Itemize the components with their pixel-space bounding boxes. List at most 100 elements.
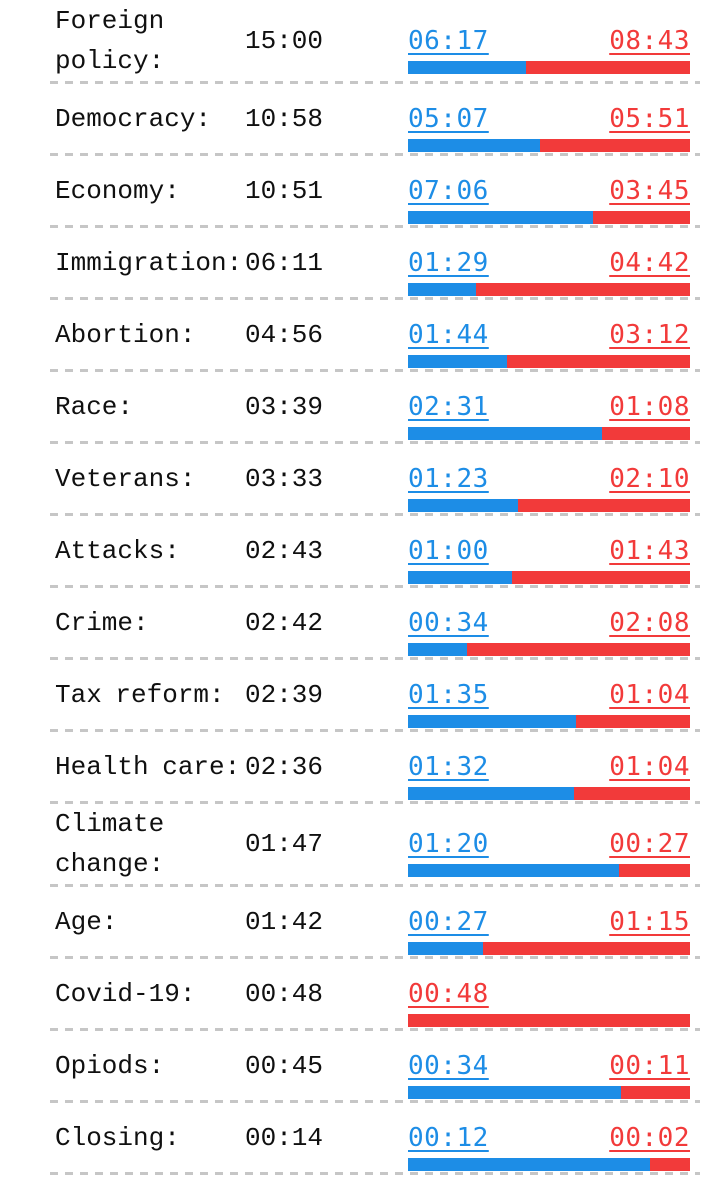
rep-time-link[interactable]: 03:12 (609, 319, 690, 350)
dem-time-link[interactable]: 01:44 (408, 319, 489, 350)
total-time: 06:11 (245, 247, 324, 278)
topic-row: Attacks: 02:43 01:00 01:43 (0, 516, 727, 585)
topic-row: Crime: 02:42 00:34 02:08 (0, 588, 727, 657)
bar-labels: 01:20 00:27 (408, 827, 690, 861)
dem-bar-segment (408, 1085, 622, 1099)
dem-time-link[interactable]: 00:27 (408, 906, 489, 937)
topic-label: Economy: (55, 175, 180, 206)
time-bar: 01:32 01:04 (408, 750, 690, 800)
dem-time-link[interactable]: 01:20 (408, 829, 489, 859)
bar-labels: 01:32 01:04 (408, 750, 690, 784)
bar-labels: 01:29 04:42 (408, 246, 690, 280)
topic-label: Closing: (55, 1122, 180, 1153)
rep-time-link[interactable]: 00:02 (609, 1122, 690, 1153)
topic-row: Race: 03:39 02:31 01:08 (0, 372, 727, 441)
dem-time-link[interactable]: 00:34 (408, 1050, 489, 1081)
time-bar: 05:07 05:51 (408, 102, 690, 152)
topic-label: Race: (55, 391, 134, 422)
rep-time-link[interactable]: 02:08 (609, 607, 690, 638)
rep-time-link[interactable]: 00:11 (609, 1050, 690, 1081)
dem-bar-segment (408, 1157, 650, 1171)
topic-label: Age: (55, 906, 118, 937)
dem-time-link[interactable]: 01:29 (408, 247, 489, 278)
topic-row: Tax reform: 02:39 01:35 01:04 (0, 660, 727, 729)
rep-time-link[interactable]: 01:43 (609, 535, 690, 566)
time-bar: 00:34 00:11 (408, 1049, 690, 1099)
dem-time-link[interactable]: 00:34 (408, 607, 489, 638)
dem-bar-segment (408, 941, 483, 955)
row-separator (50, 657, 700, 660)
dem-time-link[interactable]: 07:06 (408, 175, 489, 206)
rep-time-link[interactable]: 00:27 (609, 829, 690, 859)
stacked-bar (408, 714, 690, 728)
rep-time-link[interactable]: 03:45 (609, 175, 690, 206)
stacked-bar (408, 642, 690, 656)
dem-time-link[interactable]: 01:35 (408, 679, 489, 710)
rep-time-link[interactable]: 00:48 (408, 978, 489, 1009)
bar-labels: 07:06 03:45 (408, 174, 690, 208)
rep-time-link[interactable]: 08:43 (609, 26, 690, 56)
stacked-bar (408, 354, 690, 368)
rep-time-link[interactable]: 01:15 (609, 906, 690, 937)
row-separator (50, 585, 700, 588)
topic-row: Economy: 10:51 07:06 03:45 (0, 156, 727, 225)
stacked-bar (408, 210, 690, 224)
rep-time-link[interactable]: 05:51 (609, 103, 690, 134)
rep-bar-segment (539, 138, 690, 152)
topic-label: Climate change: (55, 809, 165, 879)
rep-time-link[interactable]: 01:04 (609, 751, 690, 782)
time-bar: 00:34 02:08 (408, 606, 690, 656)
rep-bar-segment (507, 354, 690, 368)
time-bar: 01:29 04:42 (408, 246, 690, 296)
time-bar: 00:12 00:02 (408, 1121, 690, 1171)
stacked-bar (408, 498, 690, 512)
total-time: 00:45 (245, 1050, 324, 1081)
bar-labels: 00:27 01:15 (408, 905, 690, 939)
rep-time-link[interactable]: 04:42 (609, 247, 690, 278)
bar-labels: 06:17 08:43 (408, 24, 690, 58)
row-separator (50, 956, 700, 959)
dem-time-link[interactable]: 06:17 (408, 26, 489, 56)
total-time: 03:33 (245, 463, 324, 494)
dem-bar-segment (408, 61, 527, 74)
topic-row: Abortion: 04:56 01:44 03:12 (0, 300, 727, 369)
topic-row: Opiods: 00:45 00:34 00:11 (0, 1031, 727, 1100)
dem-time-link[interactable]: 01:23 (408, 463, 489, 494)
bar-labels: 01:44 03:12 (408, 318, 690, 352)
row-separator (50, 1028, 700, 1031)
stacked-bar (408, 864, 690, 877)
stacked-bar (408, 138, 690, 152)
topic-label: Attacks: (55, 535, 180, 566)
row-separator (50, 1100, 700, 1103)
rep-bar-segment (576, 714, 690, 728)
dem-time-link[interactable]: 02:31 (408, 391, 489, 422)
rep-bar-segment (511, 570, 690, 584)
bar-labels: 05:07 05:51 (408, 102, 690, 136)
bar-labels: 01:35 01:04 (408, 678, 690, 712)
topic-row: Veterans: 03:33 01:23 02:10 (0, 444, 727, 513)
rep-time-link[interactable]: 01:08 (609, 391, 690, 422)
time-bar: 01:20 00:27 (408, 827, 690, 877)
rep-time-link[interactable]: 01:04 (609, 679, 690, 710)
topic-label: Immigration: (55, 247, 243, 278)
row-separator (50, 369, 700, 372)
rep-bar-segment (517, 498, 690, 512)
time-bar: 01:00 01:43 (408, 534, 690, 584)
dem-time-link[interactable]: 01:00 (408, 535, 489, 566)
dem-bar-segment (408, 864, 619, 877)
row-separator (50, 153, 700, 156)
total-time: 01:42 (245, 906, 324, 937)
dem-time-link[interactable]: 00:12 (408, 1122, 489, 1153)
topic-row: Climate change: 01:47 01:20 00:27 (0, 804, 727, 884)
row-separator (50, 801, 700, 804)
dem-time-link[interactable]: 01:32 (408, 751, 489, 782)
topic-label: Opiods: (55, 1050, 165, 1081)
bar-labels: 02:31 01:08 (408, 390, 690, 424)
dem-time-link[interactable]: 05:07 (408, 103, 489, 134)
dem-bar-segment (408, 210, 593, 224)
rep-bar-segment (467, 642, 690, 656)
debate-time-chart: Foreign policy: 15:00 06:17 08:43 Democr… (0, 6, 727, 1175)
rep-time-link[interactable]: 02:10 (609, 463, 690, 494)
total-time: 01:47 (245, 829, 324, 859)
stacked-bar (408, 1157, 690, 1171)
